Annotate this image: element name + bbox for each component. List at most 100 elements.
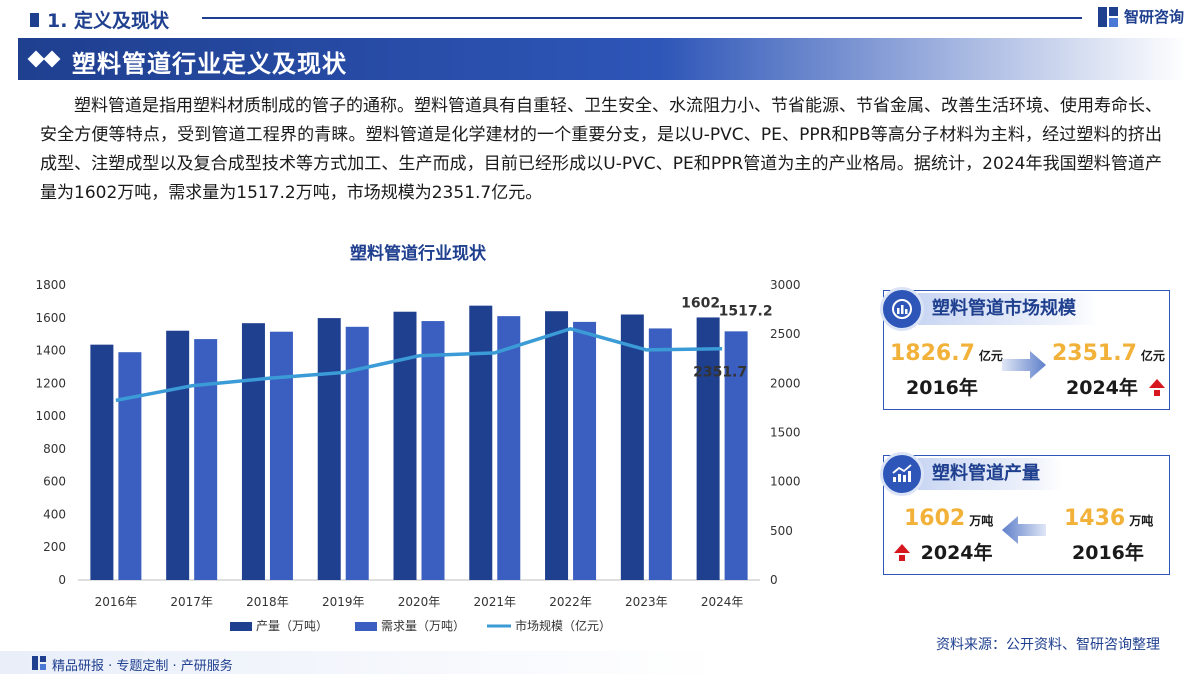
bar-output (545, 311, 569, 580)
y-left-tick-label: 1400 (35, 344, 66, 358)
market-to-value: 2351.7 亿元 (1052, 341, 1165, 366)
market-size-card-header: 塑料管道市场规模 (880, 287, 1098, 331)
section-marker-icon (30, 12, 39, 27)
chart-title: 塑料管道行业现状 (350, 243, 487, 264)
market-chart-icon (880, 287, 924, 331)
brand-logo-icon (1097, 6, 1118, 27)
data-label-market-2024: 2351.7 (693, 365, 747, 381)
bar-demand (648, 328, 672, 580)
y-right-tick-label: 500 (770, 524, 793, 538)
y-left-tick-label: 800 (43, 442, 66, 456)
market-from-unit: 亿元 (978, 349, 1003, 363)
market-from-value: 1826.7 亿元 (890, 341, 1003, 366)
output-right-year: 2016年 (1072, 542, 1144, 564)
bar-output (90, 344, 114, 580)
brand: 智研咨询 (1097, 6, 1184, 27)
y-left-tick-label: 1200 (35, 376, 66, 390)
footer-text: 精品研报 · 专题定制 · 产研服务 (52, 659, 233, 674)
bar-output (166, 330, 190, 580)
x-tick-label: 2017年 (170, 595, 213, 609)
data-label-demand-2024: 1517.2 (719, 303, 773, 319)
market-to-year: 2024年 (1066, 373, 1169, 400)
x-tick-label: 2019年 (322, 595, 365, 609)
legend-label-output: 产量（万吨） (256, 619, 328, 633)
section-title-text: 1. 定义及现状 (47, 10, 170, 32)
y-right-tick-label: 0 (770, 573, 778, 587)
market-size-card-title: 塑料管道市场规模 (918, 293, 1098, 325)
y-right-tick-label: 2000 (770, 376, 800, 390)
bar-output (317, 318, 341, 580)
x-tick-label: 2024年 (701, 595, 744, 609)
output-left-year-text: 2024年 (920, 542, 993, 564)
top-divider (202, 17, 1082, 19)
bar-output (620, 314, 644, 580)
footer-logo-icon (32, 656, 46, 670)
y-right-tick-label: 2500 (770, 327, 800, 341)
y-left-tick-label: 1600 (35, 311, 66, 325)
legend-swatch-output (230, 622, 252, 631)
bar-demand (269, 331, 293, 580)
legend-swatch-demand (355, 622, 377, 631)
growth-chart-icon (880, 452, 924, 496)
y-left-tick-label: 400 (43, 507, 66, 521)
legend-label-market: 市场规模（亿元） (515, 618, 611, 633)
y-left-tick-label: 1000 (35, 409, 66, 423)
x-tick-label: 2016年 (95, 595, 138, 609)
y-left-tick-label: 0 (58, 573, 66, 587)
market-from-year: 2016年 (906, 377, 978, 399)
banner-title: 塑料管道行业定义及现状 (72, 50, 347, 78)
market-size-card: 塑料管道市场规模 1826.7 亿元 2016年 2351.7 亿元 2024年 (880, 287, 1170, 410)
output-left-unit: 万吨 (969, 514, 994, 528)
legend-label-demand: 需求量（万吨） (381, 619, 465, 633)
market-from-number: 1826.7 (890, 341, 975, 366)
market-to-number: 2351.7 (1052, 341, 1137, 366)
bar-output (696, 317, 720, 580)
top-bar: 1. 定义及现状 智研咨询 (0, 0, 1200, 36)
x-tick-label: 2023年 (625, 595, 668, 609)
bar-output (469, 305, 493, 580)
bar-demand (118, 352, 142, 580)
bar-output (241, 323, 265, 580)
bar-demand (421, 321, 445, 580)
title-banner: 塑料管道行业定义及现状 (18, 38, 1186, 80)
section-title: 1. 定义及现状 (30, 6, 169, 33)
x-tick-label: 2020年 (398, 595, 441, 609)
banner-diamond-icon (27, 50, 68, 68)
y-left-tick-label: 1800 (35, 278, 66, 292)
up-arrow-icon (1148, 379, 1165, 396)
output-card: 塑料管道产量 1602 万吨 2024年 1436 万吨 2016年 (880, 452, 1170, 575)
up-arrow-icon (894, 544, 910, 561)
trend-arrow-left-icon (1002, 516, 1046, 544)
output-card-title: 塑料管道产量 (918, 458, 1062, 490)
output-right-unit: 万吨 (1129, 514, 1154, 528)
y-right-tick-label: 3000 (770, 278, 800, 292)
data-label-output-2024: 1602 (681, 295, 720, 311)
industry-status-chart: 塑料管道行业现状 0 200 400 600 800 1000 1200 1400 1600 180… (35, 243, 800, 633)
bar-demand (573, 321, 597, 580)
x-tick-label: 2022年 (549, 595, 592, 609)
bar-demand (724, 331, 748, 580)
y-left-tick-label: 600 (43, 475, 66, 489)
trend-arrow-right-icon (1002, 351, 1046, 379)
output-right-number: 1436 (1064, 506, 1126, 531)
intro-paragraph: 塑料管道是指用塑料材质制成的管子的通称。塑料管道具有自重轻、卫生安全、水流阻力小… (40, 96, 1162, 203)
output-left-value: 1602 万吨 (904, 506, 993, 531)
x-tick-label: 2021年 (474, 595, 517, 609)
market-to-year-text: 2024年 (1066, 377, 1138, 399)
y-right-tick-label: 1500 (770, 426, 800, 440)
output-right-value: 1436 万吨 (1064, 506, 1153, 531)
bar-demand (194, 339, 218, 580)
bar-demand (497, 316, 521, 580)
output-left-year: 2024年 (890, 538, 993, 565)
y-right-tick-label: 1000 (770, 475, 800, 489)
output-left-number: 1602 (904, 506, 966, 531)
x-tick-label: 2018年 (246, 595, 289, 609)
source-note: 资料来源：公开资料、智研咨询整理 (936, 637, 1160, 653)
market-to-unit: 亿元 (1140, 349, 1165, 363)
y-left-tick-label: 200 (43, 540, 66, 554)
output-card-header: 塑料管道产量 (880, 452, 1062, 496)
bar-output (393, 311, 417, 580)
footer-bar (0, 651, 1200, 674)
bar-demand (345, 326, 369, 580)
brand-name: 智研咨询 (1123, 8, 1184, 26)
